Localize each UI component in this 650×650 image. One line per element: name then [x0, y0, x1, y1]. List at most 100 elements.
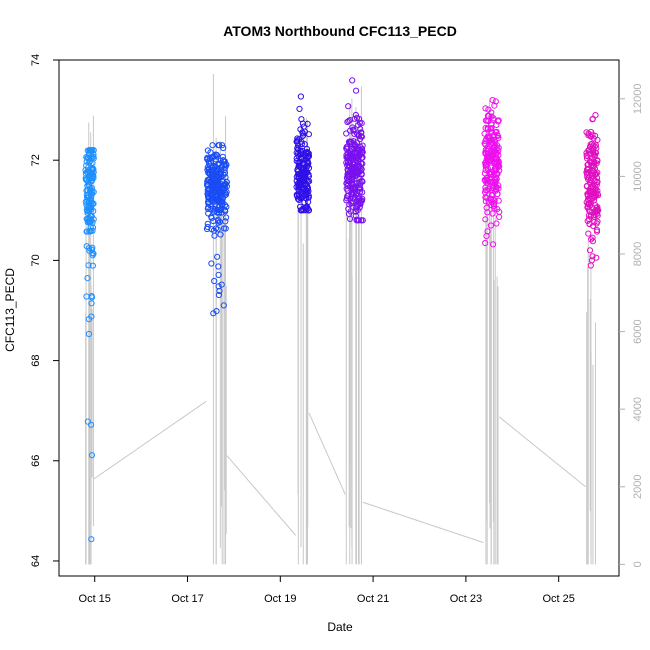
data-point	[205, 177, 212, 184]
data-point	[344, 143, 351, 150]
data-point	[350, 126, 357, 133]
data-point	[218, 168, 225, 175]
data-point	[218, 281, 225, 288]
data-point	[299, 205, 306, 212]
data-point	[588, 209, 595, 216]
data-point	[88, 536, 95, 543]
data-point	[219, 142, 226, 149]
y2-tick-label: 6000	[632, 319, 644, 343]
data-point	[222, 208, 229, 215]
data-point	[214, 253, 221, 260]
data-point	[297, 93, 304, 100]
data-point	[589, 234, 596, 241]
y2-tick-label: 10000	[632, 161, 644, 192]
data-point	[356, 115, 363, 123]
data-point	[485, 106, 492, 113]
data-point	[300, 187, 307, 194]
data-point	[496, 208, 503, 215]
data-point	[217, 194, 224, 201]
data-point	[593, 181, 600, 188]
data-point	[489, 191, 496, 198]
data-point	[496, 167, 503, 174]
data-point	[297, 164, 304, 171]
data-point	[304, 159, 311, 166]
data-point	[496, 163, 503, 170]
y-tick-label: 68	[30, 354, 42, 366]
data-point	[82, 170, 90, 177]
data-point	[495, 185, 502, 192]
y2-tick-label: 12000	[632, 84, 644, 115]
data-point	[345, 177, 352, 184]
data-point	[343, 159, 350, 166]
data-point	[219, 190, 226, 197]
data-point	[355, 163, 362, 171]
data-point	[298, 138, 305, 145]
data-point	[86, 206, 93, 213]
x-tick-label: Oct 19	[264, 593, 296, 605]
data-point	[296, 105, 303, 113]
data-point	[353, 172, 360, 179]
data-point	[352, 111, 359, 119]
data-point	[491, 170, 498, 177]
data-point	[495, 197, 502, 204]
data-point	[88, 191, 96, 198]
data-point	[215, 291, 222, 299]
data-point	[206, 171, 213, 178]
data-point	[585, 174, 593, 181]
y2-tick-label: 8000	[632, 242, 644, 266]
data-point	[351, 130, 358, 137]
data-point	[485, 118, 492, 125]
data-point	[587, 159, 594, 166]
data-point	[355, 196, 362, 203]
data-point	[496, 213, 503, 220]
data-point	[215, 173, 223, 180]
data-point	[586, 186, 593, 193]
data-point	[592, 149, 599, 156]
data-point	[295, 146, 302, 153]
x-tick-label: Oct 25	[542, 593, 574, 605]
data-point	[589, 131, 596, 138]
data-point	[215, 271, 222, 278]
data-point	[359, 142, 366, 149]
data-point	[493, 155, 500, 163]
y2-tick-label: 4000	[632, 397, 644, 421]
data-point	[594, 169, 601, 176]
data-point	[205, 193, 212, 201]
data-point	[298, 185, 305, 192]
data-point	[87, 218, 94, 225]
data-point	[343, 197, 350, 204]
data-point	[208, 260, 215, 267]
data-point	[482, 216, 489, 223]
data-point	[482, 105, 489, 112]
data-point	[210, 171, 217, 178]
altitude-connector	[226, 455, 296, 536]
data-point	[86, 159, 93, 166]
data-point	[301, 161, 308, 168]
data-point	[217, 231, 224, 238]
data-point	[587, 262, 594, 269]
y-tick-label: 66	[30, 455, 42, 467]
data-point	[359, 149, 366, 156]
data-point	[88, 206, 95, 213]
data-point	[88, 452, 96, 459]
data-point	[483, 204, 490, 211]
data-point	[352, 208, 359, 215]
data-point	[358, 129, 365, 137]
data-point	[354, 202, 361, 209]
data-point	[492, 129, 499, 136]
data-point	[491, 102, 498, 109]
data-point	[345, 117, 352, 125]
data-point	[222, 174, 229, 181]
data-point	[204, 187, 211, 194]
x-tick-label: Oct 15	[79, 593, 111, 605]
data-point	[212, 156, 219, 163]
data-point	[215, 283, 222, 290]
data-point	[344, 167, 352, 174]
data-point	[493, 220, 500, 227]
data-point	[495, 118, 502, 125]
data-point	[84, 197, 91, 204]
altitude-layer	[85, 74, 596, 565]
data-point	[304, 205, 311, 213]
data-point	[586, 221, 593, 228]
data-point	[594, 218, 601, 225]
